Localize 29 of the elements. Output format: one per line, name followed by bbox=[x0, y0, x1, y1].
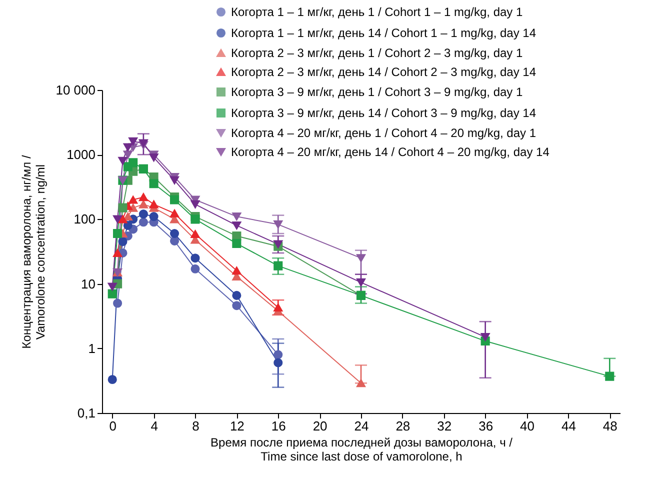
legend-label: Когорта 3 – 9 мг/кг, день 14 / Cohort 3 – 9 mg/kg, day 14 bbox=[231, 106, 536, 120]
x-tick-label: 40 bbox=[520, 418, 534, 434]
x-tick-label: 8 bbox=[192, 418, 200, 434]
x-tick-label: 44 bbox=[561, 418, 576, 434]
y-axis-title: Концентрация ваморолона, нг/мл / Vamorolone concentration, ng/ml bbox=[20, 154, 48, 349]
legend-label: Когорта 1 – 1 мг/кг, день 1 / Cohort 1 – 1 mg/kg, day 1 bbox=[231, 5, 524, 19]
y-tick-label: 10 bbox=[81, 276, 96, 292]
y-tick-label: 1 bbox=[88, 340, 96, 356]
legend-label: Когорта 4 – 20 мг/кг, день 14 / Cohort 4 – 20 mg/kg, day 14 bbox=[231, 145, 550, 159]
legend-label: Когорта 2 – 3 мг/кг, день 1 / Cohort 2 – 3 mg/kg, day 1 bbox=[231, 46, 524, 60]
legend-label: Когорта 4 – 20 мг/кг, день 1 / Cohort 4 – 20 mg/kg, day 1 bbox=[231, 126, 536, 140]
x-tick-label: 36 bbox=[478, 418, 494, 434]
x-tick-label: 0 bbox=[109, 418, 116, 434]
y-tick-label: 100 bbox=[74, 212, 96, 227]
x-tick-label: 28 bbox=[396, 418, 410, 434]
x-tick-label: 48 bbox=[602, 418, 618, 434]
y-tick-label: 1000 bbox=[66, 147, 96, 162]
y-tick-label: 0,1 bbox=[77, 406, 96, 420]
x-axis-title: Время после приема последней дозы ваморолона, ч / Time since last dose of vamorolone, h bbox=[210, 436, 514, 464]
x-tick-label: 32 bbox=[437, 418, 452, 434]
legend-label: Когорта 2 – 3 мг/кг, день 14 / Cohort 2 – 3 mg/kg, day 14 bbox=[231, 65, 536, 79]
y-tick-label: 10 000 bbox=[56, 82, 96, 98]
x-tick-label: 16 bbox=[271, 418, 286, 434]
legend-label: Когорта 3 – 9 мг/кг, день 1 / Cohort 3 – 9 mg/kg, day 1 bbox=[231, 85, 524, 99]
x-tick-label: 24 bbox=[354, 418, 369, 434]
x-tick-label: 4 bbox=[150, 418, 158, 434]
x-tick-label: 12 bbox=[230, 418, 244, 434]
x-tick-label: 20 bbox=[312, 418, 328, 434]
legend-label: Когорта 1 – 1 мг/кг, день 14 / Cohort 1 – 1 mg/kg, day 14 bbox=[231, 26, 536, 40]
